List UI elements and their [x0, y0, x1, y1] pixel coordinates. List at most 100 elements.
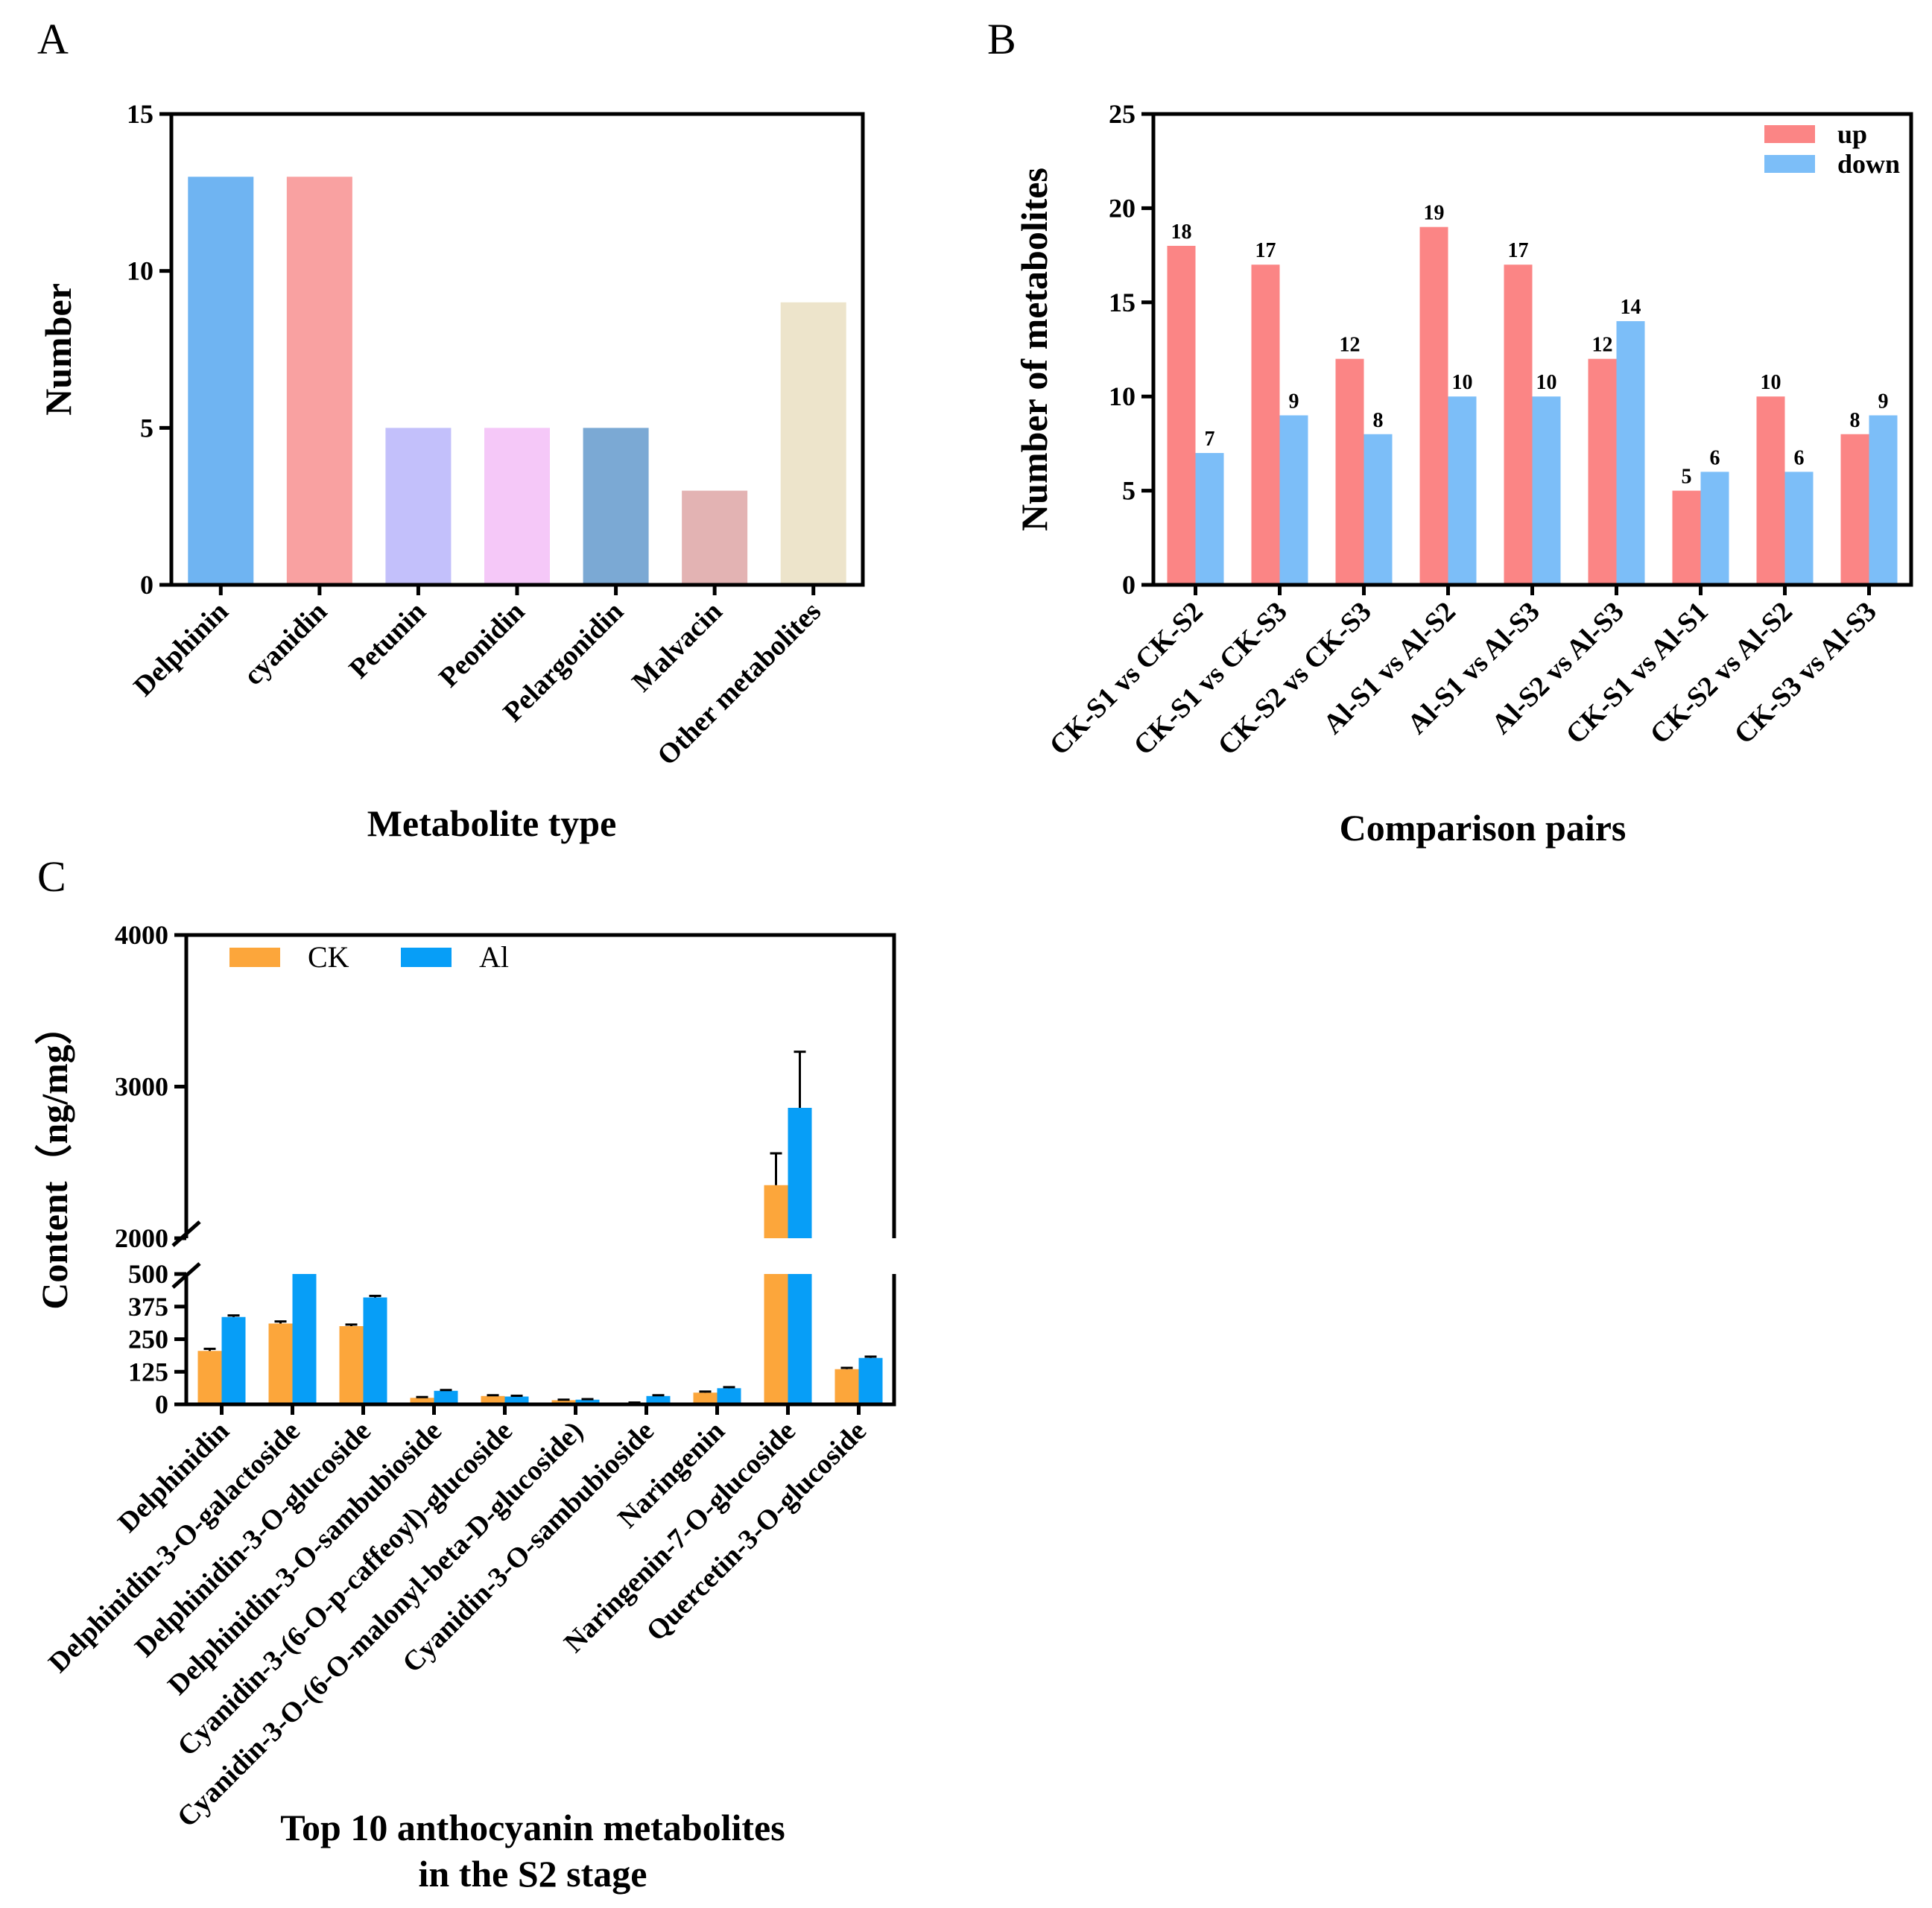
value-label-b-down-0: 7 [1205, 428, 1215, 451]
y-tick-label-c-lower-2: 250 [128, 1325, 168, 1354]
y-tick-label-c-lower-4: 500 [128, 1259, 168, 1289]
x-axis-label-a: Metabolite type [367, 802, 617, 844]
bar-a-6 [780, 302, 846, 585]
bar-c-CK-9 [834, 1369, 859, 1404]
bar-c-CK-4 [481, 1395, 505, 1404]
bar-a-3 [484, 428, 550, 585]
legend-label-c-Al: Al [479, 940, 509, 974]
value-label-b-up-4: 17 [1508, 239, 1529, 262]
legend-swatch-b-up [1764, 125, 1815, 143]
y-tick-label-b-1: 5 [1122, 476, 1136, 506]
bar-c-CK-7 [693, 1392, 718, 1404]
value-label-b-up-8: 8 [1850, 409, 1860, 432]
y-tick-label-c-upper-1: 3000 [115, 1072, 168, 1102]
value-label-b-up-3: 19 [1424, 202, 1445, 225]
y-tick-label-b-2: 10 [1109, 381, 1136, 411]
y-tick-label-a-3: 15 [127, 99, 153, 129]
y-tick-label-a-0: 0 [140, 570, 153, 600]
y-tick-label-c-lower-3: 375 [128, 1292, 168, 1322]
bar-b-down-6 [1700, 472, 1729, 585]
value-label-b-down-3: 10 [1452, 371, 1473, 394]
bar-c-Al-2 [363, 1297, 387, 1404]
panel-letter-b: B [987, 15, 1016, 63]
bar-b-down-2 [1364, 434, 1393, 585]
bar-a-0 [188, 177, 254, 585]
bar-b-down-8 [1869, 415, 1898, 585]
value-label-b-down-1: 9 [1289, 390, 1299, 413]
bar-a-1 [286, 177, 352, 585]
legend-swatch-c-CK [229, 948, 280, 967]
y-tick-label-b-0: 0 [1122, 570, 1136, 600]
value-label-b-up-1: 17 [1255, 239, 1276, 262]
bar-c-upper-CK-8 [764, 1185, 788, 1238]
bar-b-up-2 [1335, 358, 1364, 585]
bar-c-Al-8 [788, 1274, 812, 1404]
value-label-b-up-5: 12 [1592, 334, 1613, 357]
y-tick-label-b-5: 25 [1109, 99, 1136, 129]
bar-c-CK-0 [197, 1351, 222, 1404]
bar-c-Al-6 [646, 1395, 671, 1404]
y-tick-label-b-4: 20 [1109, 193, 1136, 223]
bar-b-up-8 [1840, 434, 1869, 585]
bar-c-Al-5 [575, 1399, 600, 1404]
bar-c-CK-5 [551, 1400, 576, 1404]
value-label-b-down-7: 6 [1794, 446, 1805, 469]
panel-letter-a: A [37, 15, 69, 63]
bar-c-upper-Al-8 [788, 1107, 812, 1238]
bar-c-Al-3 [434, 1390, 458, 1404]
bar-c-CK-3 [410, 1398, 434, 1404]
x-axis-label-b: Comparison pairs [1340, 807, 1627, 849]
value-label-b-up-6: 5 [1682, 466, 1692, 489]
value-label-b-down-5: 14 [1621, 296, 1641, 319]
bar-b-down-7 [1784, 472, 1814, 585]
bar-a-5 [682, 490, 748, 585]
bar-b-up-3 [1419, 226, 1448, 585]
y-axis-label-b: Number of metabolites [1013, 168, 1055, 531]
y-tick-label-a-2: 10 [127, 256, 153, 286]
axis-break-mark-upper [171, 1220, 201, 1247]
bar-b-up-0 [1167, 245, 1196, 585]
legend-label-b-up: up [1837, 119, 1867, 149]
y-tick-label-c-lower-1: 125 [128, 1357, 168, 1386]
y-tick-label-b-3: 15 [1109, 288, 1136, 317]
legend-label-c-CK: CK [308, 940, 349, 974]
y-axis-label-a: Number [37, 283, 79, 416]
bar-c-Al-9 [858, 1357, 883, 1404]
legend-label-b-down: down [1837, 149, 1900, 179]
bar-b-down-3 [1448, 396, 1477, 585]
y-axis-label-c: Content（ng/mg） [34, 1007, 75, 1310]
bar-b-down-4 [1532, 396, 1561, 585]
legend-swatch-b-down [1764, 155, 1815, 173]
bar-b-up-6 [1672, 490, 1701, 585]
bar-c-CK-1 [268, 1323, 293, 1404]
value-label-b-down-8: 9 [1878, 390, 1889, 413]
bar-c-Al-0 [221, 1316, 246, 1404]
x-axis-label-c-line-1: Top 10 anthocyanin metabolites [280, 1807, 785, 1848]
plot-frame-b [1151, 112, 1913, 587]
bar-c-Al-7 [717, 1388, 741, 1404]
x-axis-label-c-line-2: in the S2 stage [419, 1853, 647, 1895]
bar-c-Al-4 [504, 1396, 529, 1404]
bar-b-down-5 [1616, 321, 1645, 585]
bar-b-up-4 [1504, 264, 1533, 585]
value-label-b-up-2: 12 [1340, 334, 1361, 357]
panel-letter-c: C [37, 852, 66, 901]
bar-c-CK-2 [339, 1326, 364, 1404]
bar-b-down-0 [1195, 453, 1224, 585]
bar-c-CK-8 [764, 1274, 788, 1404]
value-label-b-up-0: 18 [1171, 221, 1192, 244]
plot-frame-a [169, 112, 865, 587]
value-label-b-up-7: 10 [1761, 371, 1781, 394]
y-tick-label-c-lower-0: 0 [155, 1389, 168, 1419]
bar-c-Al-1 [292, 1274, 317, 1404]
value-label-b-down-6: 6 [1710, 446, 1720, 469]
value-label-b-down-4: 10 [1536, 371, 1557, 394]
y-tick-label-c-upper-2: 4000 [115, 920, 168, 950]
bar-b-up-5 [1588, 358, 1617, 585]
value-label-b-down-2: 8 [1373, 409, 1384, 432]
bar-b-down-1 [1279, 415, 1308, 585]
bar-a-2 [385, 428, 452, 585]
y-tick-label-a-1: 5 [140, 413, 153, 443]
bar-a-4 [583, 428, 649, 585]
